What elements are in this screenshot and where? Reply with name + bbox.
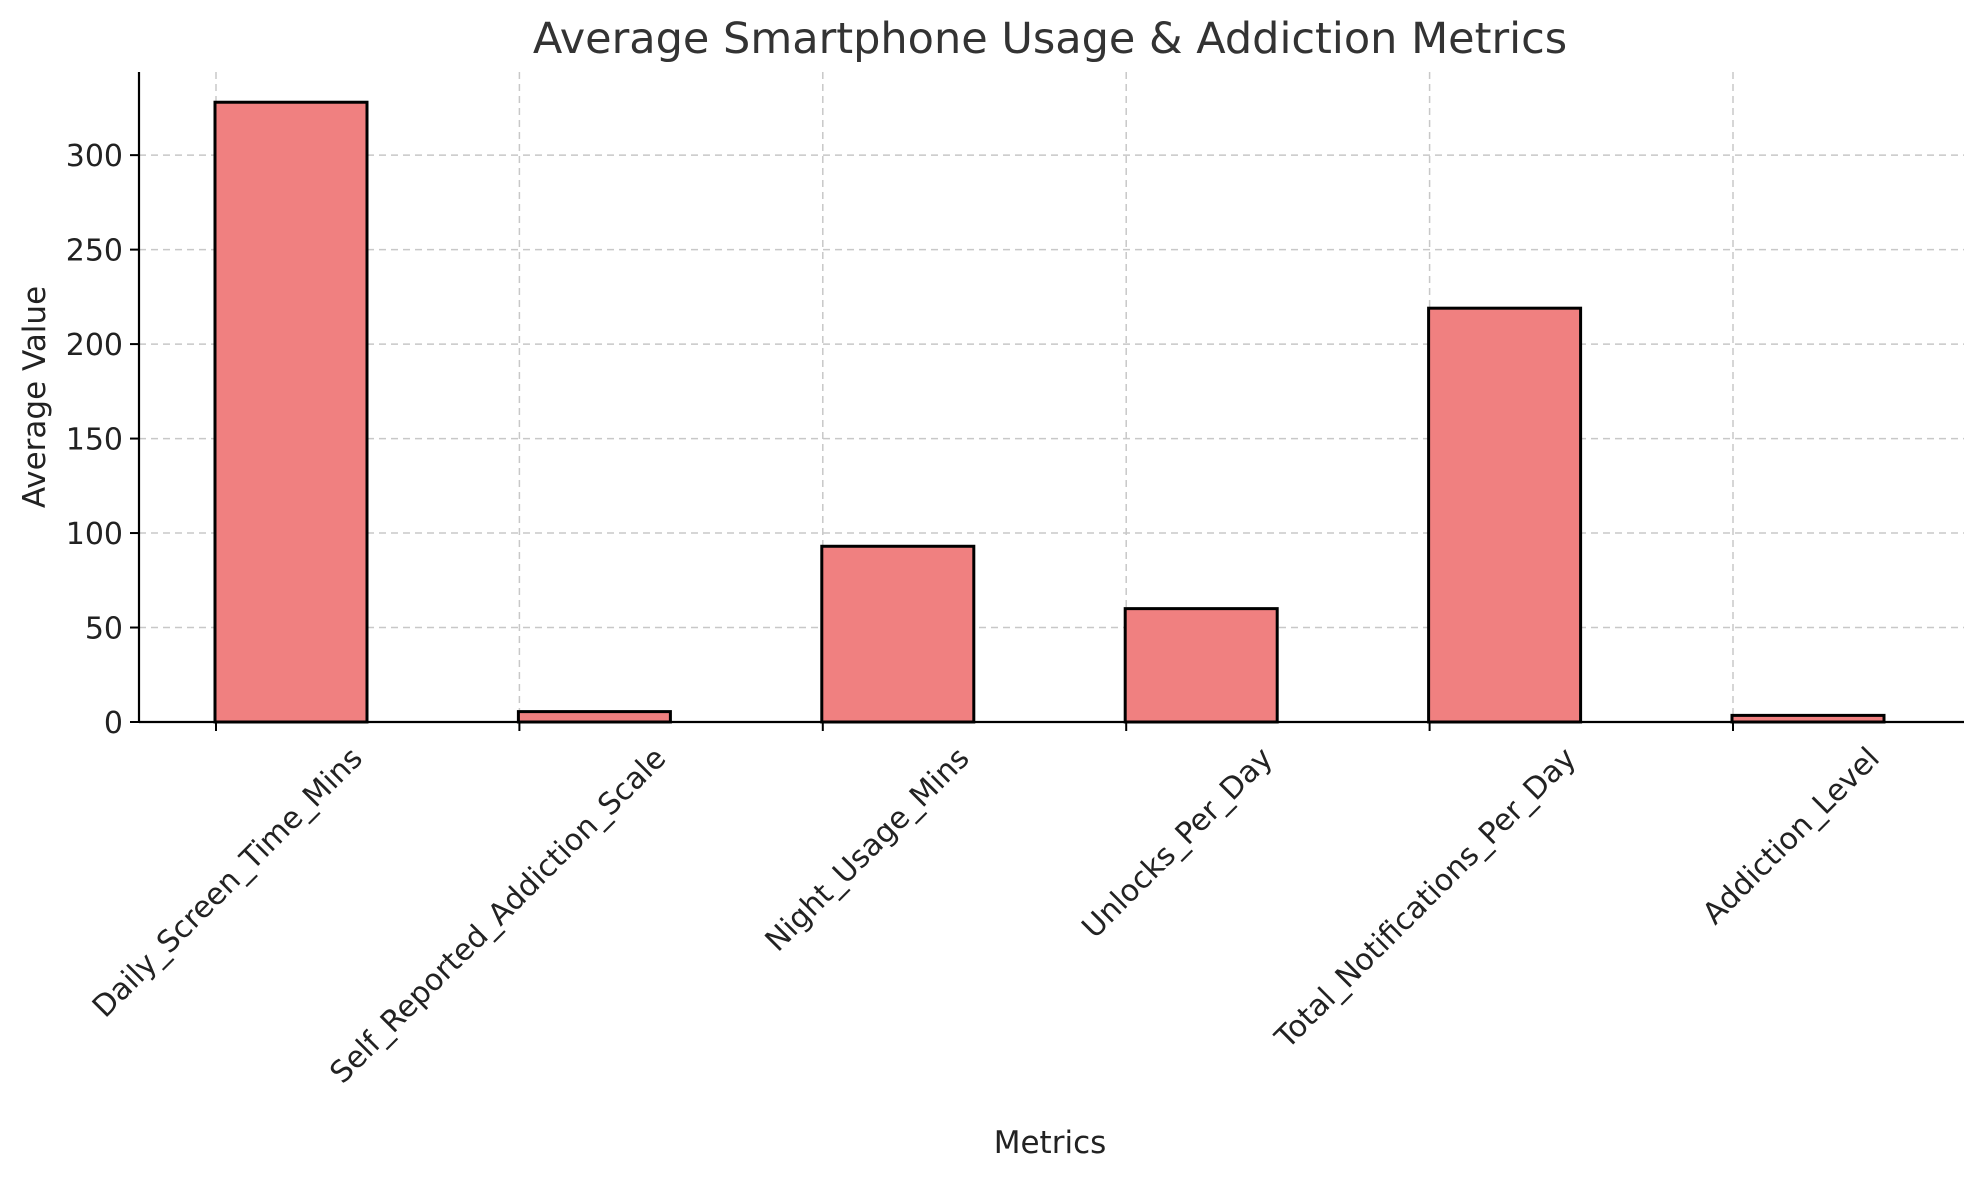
bar-night-usage-mins [820,544,976,724]
bar-unlocks-per-day [1123,607,1279,724]
bar-total-notifications-per-day [1427,306,1583,724]
y-ticks: 0 50 100 150 200 250 300 [66,139,139,741]
axes-spines [137,72,1964,724]
y-tick-label: 250 [66,234,123,269]
bars [213,100,1886,724]
x-tick-label: Addiction_Level [1696,741,1887,932]
y-tick-label: 300 [66,139,123,174]
bar-daily-screen-time-mins [213,100,369,724]
x-axis-label: Metrics [994,1125,1107,1161]
chart-title: Average Smartphone Usage & Addiction Met… [533,14,1567,64]
x-ticks: Daily_Screen_Time_MinsSelf_Reported_Addi… [86,722,1887,1091]
x-tick-label: Total_Notifications_Per_Day [1268,741,1583,1056]
y-axis-label: Average Value [17,286,53,508]
y-tick-label: 50 [85,612,123,647]
y-tick-label: 200 [66,328,123,363]
x-tick-label: Night_Usage_Mins [759,741,977,959]
grid-lines [139,72,1964,722]
y-tick-label: 100 [66,517,123,552]
y-tick-label: 0 [104,706,123,741]
x-tick-label: Self_Reported_Addiction_Scale [323,741,673,1091]
x-tick-label: Daily_Screen_Time_Mins [86,741,370,1025]
x-tick-label: Unlocks_Per_Day [1075,741,1280,946]
bar-self-reported-addiction-scale [516,710,672,724]
y-tick-label: 150 [66,423,123,458]
